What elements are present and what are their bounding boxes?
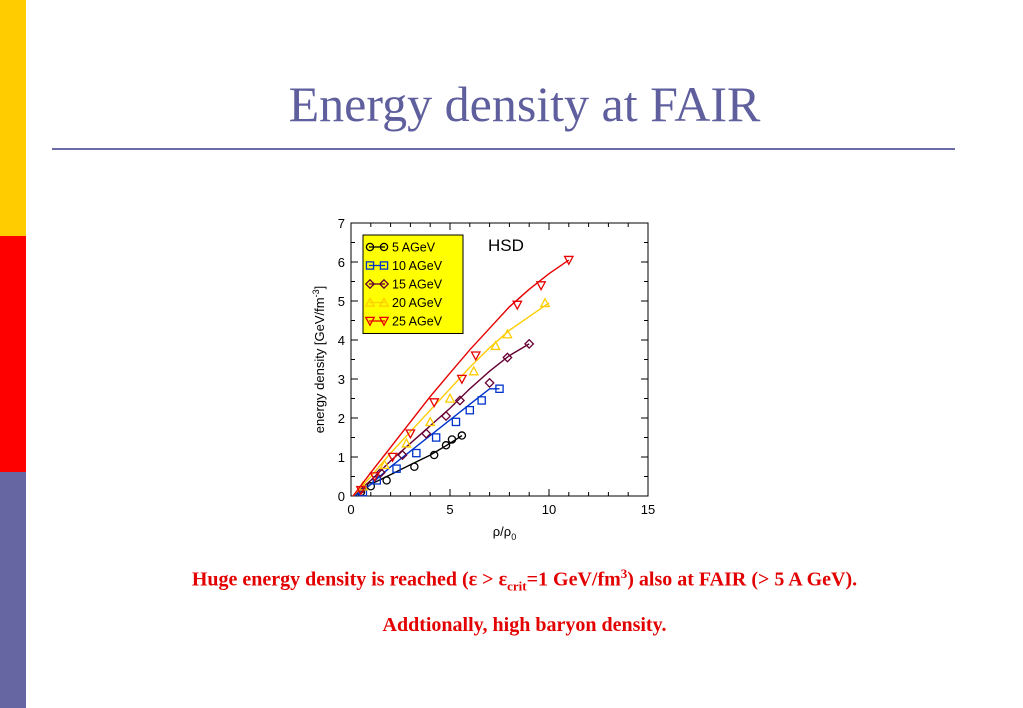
data-point	[512, 300, 523, 311]
series-line	[352, 343, 530, 497]
side-bar-red	[0, 236, 26, 472]
data-point	[563, 255, 575, 266]
data-point	[451, 417, 461, 427]
series-4	[352, 255, 575, 497]
data-point	[465, 405, 475, 415]
caption-text-1: Huge energy density is reached (ε > ε	[191, 568, 508, 591]
series-line	[352, 259, 570, 497]
y-axis-label: energy density [GeV/fm-3]	[311, 286, 327, 433]
data-point	[421, 428, 432, 439]
energy-density-chart: 0 5 10 15 0 1 2 3 4 5 6 7 ρ/ρ0 energy density [GeV/fm…	[311, 216, 655, 542]
x-axis-label: ρ/ρ0	[493, 524, 516, 542]
legend-label: 25 AGeV	[392, 315, 443, 329]
hsd-annotation: HSD	[488, 236, 524, 255]
legend: 5 AGeV 10 AGeV 15 AGeV 20 AGeV 25 AGeV	[362, 234, 464, 334]
data-point	[477, 396, 486, 405]
data-point	[397, 449, 408, 461]
data-point	[457, 431, 467, 440]
side-bar-blue	[0, 472, 26, 708]
data-point	[405, 429, 416, 440]
y-tick-label: 2	[338, 411, 345, 426]
data-point	[447, 435, 457, 444]
series-line	[352, 435, 463, 497]
data-point	[375, 467, 386, 478]
data-point	[424, 416, 436, 427]
legend-marker	[379, 242, 389, 252]
data-point	[456, 374, 468, 385]
data-point	[431, 433, 441, 442]
legend-marker	[378, 278, 390, 290]
data-point	[355, 485, 367, 496]
title-underline	[52, 148, 955, 150]
data-point	[539, 297, 551, 308]
data-point	[535, 281, 547, 291]
slide-title: Energy density at FAIR	[288, 76, 761, 132]
data-point	[428, 398, 440, 408]
data-point	[502, 328, 513, 339]
data-point	[454, 395, 466, 406]
data-point	[401, 437, 412, 448]
y-axis-label-sup: -3	[311, 289, 321, 297]
y-tick-label: 6	[338, 255, 345, 270]
legend-marker	[365, 261, 375, 270]
y-axis-label-end: ]	[312, 286, 327, 290]
x-tick-label: 0	[347, 502, 354, 517]
data-point	[369, 472, 381, 483]
caption-superscript: 3	[620, 566, 628, 581]
data-point	[502, 352, 513, 363]
data-point	[410, 462, 419, 471]
series-2	[352, 338, 535, 497]
x-axis-label-sub: 0	[511, 532, 516, 542]
x-tick-label: 15	[641, 502, 655, 517]
legend-label: 15 AGeV	[392, 278, 443, 292]
caption-line-1: Huge energy density is reached (ε > εcri…	[26, 566, 1023, 595]
caption-text-2: =1 GeV/fm	[526, 568, 621, 591]
data-point	[468, 365, 480, 376]
data-point	[484, 377, 495, 389]
legend-label: 20 AGeV	[392, 296, 443, 310]
y-tick-label: 3	[338, 372, 345, 387]
data-point	[379, 459, 390, 470]
legend-marker	[379, 261, 389, 270]
legend-marker	[364, 316, 376, 327]
caption-line-2: Addtionally, high baryon density.	[382, 614, 667, 636]
data-point	[470, 351, 482, 362]
x-tick-label: 10	[542, 502, 556, 517]
side-bar-yellow	[0, 0, 26, 236]
series-line	[354, 388, 500, 497]
data-point	[382, 476, 391, 485]
data-point	[392, 464, 401, 473]
y-tick-label: 0	[338, 489, 345, 504]
legend-marker	[378, 316, 390, 327]
y-tick-label: 7	[338, 216, 345, 231]
x-tick-label: 5	[446, 502, 453, 517]
data-point	[444, 392, 456, 403]
series-1	[354, 384, 504, 497]
legend-label: 10 AGeV	[392, 259, 443, 273]
y-tick-label: 5	[338, 294, 345, 309]
legend-marker	[364, 296, 376, 307]
data-point	[441, 441, 451, 450]
legend-label: 5 AGeV	[392, 241, 436, 255]
caption-subscript: crit	[507, 578, 527, 594]
data-point	[429, 450, 439, 460]
data-point	[440, 410, 452, 422]
y-tick-label: 4	[338, 333, 345, 348]
caption-text-3: ) also at FAIR (> 5 A GeV).	[627, 568, 858, 591]
data-point	[524, 338, 535, 350]
data-point	[387, 452, 398, 463]
data-point	[490, 340, 501, 351]
data-point	[495, 384, 504, 393]
legend-marker	[364, 278, 376, 290]
y-tick-label: 1	[338, 450, 345, 465]
series-0	[352, 431, 467, 497]
legend-marker	[365, 242, 375, 252]
legend-marker	[378, 296, 390, 307]
data-point	[412, 448, 421, 458]
